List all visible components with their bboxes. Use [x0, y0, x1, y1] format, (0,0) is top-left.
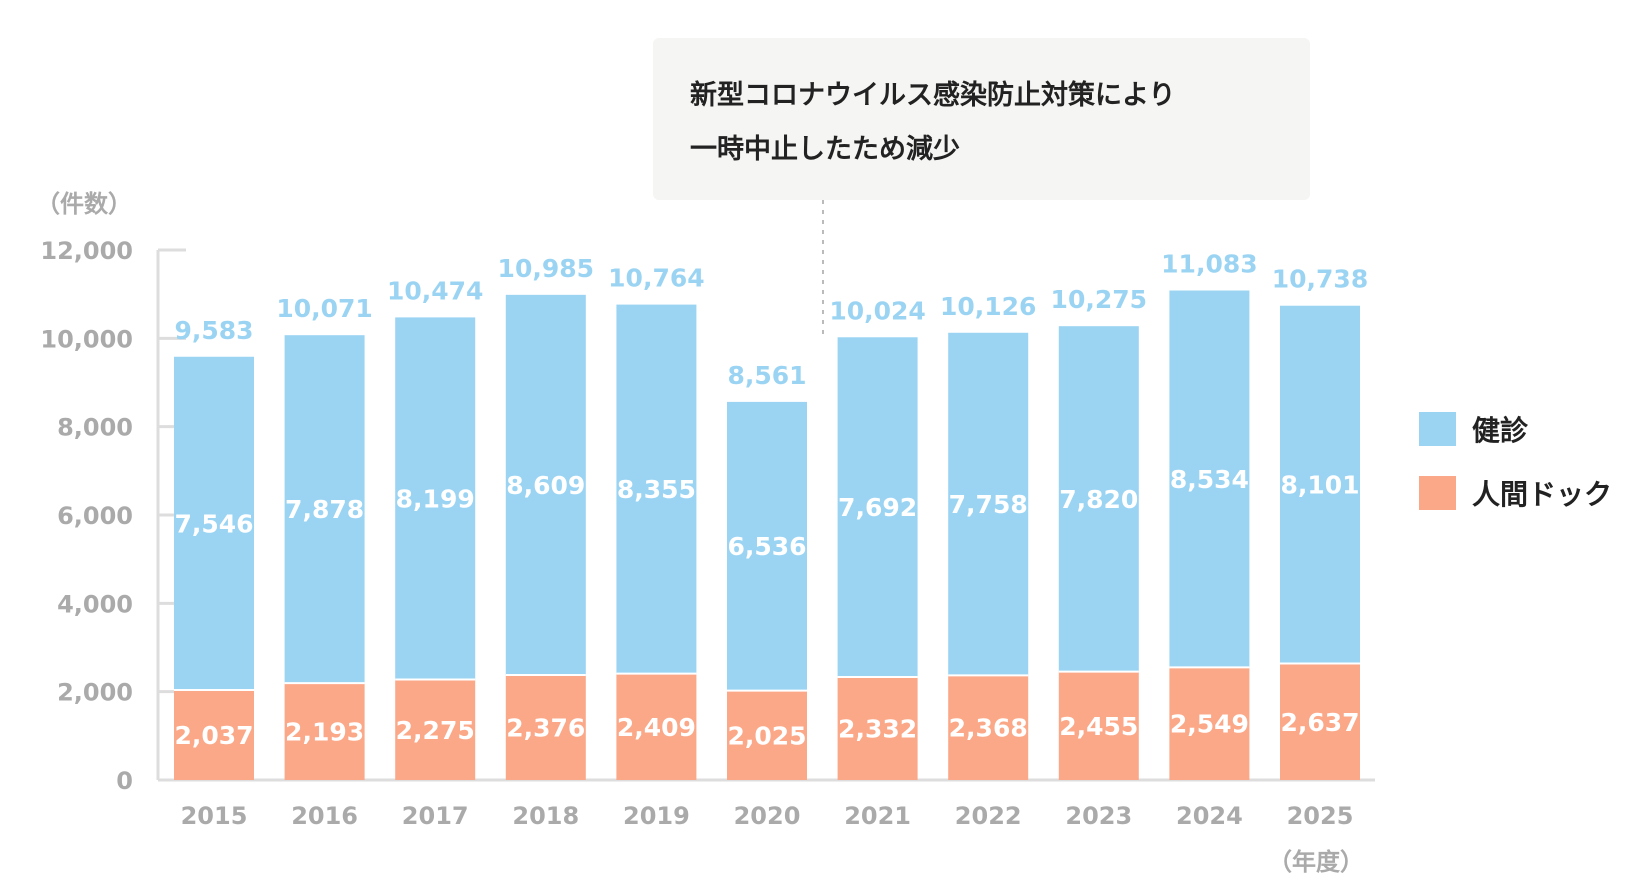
legend-label-kenshin: 健診: [1472, 414, 1529, 447]
bar-kenshin: [505, 294, 586, 676]
data-label-kenshin: 7,546: [174, 509, 253, 538]
data-label-ningen-dock: 2,275: [396, 716, 475, 745]
bar-ningen-dock: [395, 679, 476, 780]
data-label-total: 10,738: [1272, 265, 1368, 294]
legend-label-ningen-dock: 人間ドック: [1472, 478, 1612, 511]
data-label-kenshin: 8,534: [1170, 465, 1249, 494]
bar-ningen-dock: [837, 677, 918, 780]
bar-kenshin: [948, 332, 1029, 676]
data-label-kenshin: 8,199: [396, 484, 475, 513]
data-label-kenshin: 7,692: [838, 493, 917, 522]
legend-swatch-kenshin: [1419, 412, 1456, 446]
bar-ningen-dock: [616, 673, 697, 780]
annotation-line-1: 新型コロナウイルス感染防止対策により: [690, 79, 1175, 111]
x-tick-label: 2019: [623, 802, 690, 830]
y-tick-label: 2,000: [57, 679, 133, 707]
data-label-kenshin: 7,820: [1059, 485, 1138, 514]
x-tick-label: 2024: [1176, 802, 1243, 830]
bar-kenshin: [395, 317, 476, 680]
bar-kenshin: [174, 356, 254, 691]
bar-kenshin: [837, 337, 918, 678]
bar-kenshin: [727, 401, 807, 691]
data-label-ningen-dock: 2,549: [1170, 710, 1249, 739]
x-tick-label: 2015: [181, 802, 248, 830]
bar-kenshin: [616, 304, 697, 674]
bar-ningen-dock: [284, 683, 365, 780]
data-label-ningen-dock: 2,637: [1280, 708, 1359, 737]
y-axis-unit-label: （件数）: [36, 190, 132, 218]
x-tick-label: 2023: [1065, 802, 1132, 830]
data-label-total: 11,083: [1161, 250, 1257, 279]
annotation-box: [653, 38, 1310, 200]
data-label-total: 10,474: [387, 276, 483, 305]
data-label-total: 10,071: [276, 294, 372, 323]
annotation-callout: 新型コロナウイルス感染防止対策により 一時中止したため減少: [653, 38, 1310, 340]
x-tick-label: 2018: [512, 802, 579, 830]
x-tick-label: 2025: [1287, 802, 1354, 830]
x-axis-unit-label: （年度）: [1268, 848, 1364, 876]
data-label-kenshin: 7,878: [285, 495, 364, 524]
y-tick-label: 4,000: [57, 590, 133, 618]
x-tick-label: 2017: [402, 802, 469, 830]
annotation-line-2: 一時中止したため減少: [690, 134, 960, 165]
data-label-total: 10,764: [608, 264, 704, 293]
x-tick-label: 2021: [844, 802, 911, 830]
bar-labels: 2,037 7,546 9,583 2015 2,193 7,878 10,071 2016 2…: [174, 250, 1368, 830]
data-label-total: 10,275: [1051, 285, 1147, 314]
bar-ningen-dock: [1280, 663, 1360, 780]
data-label-kenshin: 6,536: [727, 532, 806, 561]
data-label-total: 9,583: [174, 316, 253, 345]
bar-kenshin: [284, 335, 365, 684]
data-label-ningen-dock: 2,193: [285, 718, 364, 747]
bar-ningen-dock: [174, 690, 254, 780]
y-tick-label: 6,000: [57, 502, 133, 530]
data-label-total: 10,126: [940, 292, 1036, 321]
y-tick-label: 0: [116, 767, 133, 795]
legend-swatch-ningen-dock: [1419, 476, 1456, 510]
bar-ningen-dock: [505, 675, 586, 780]
data-label-ningen-dock: 2,409: [617, 713, 696, 742]
y-tick-label: 12,000: [40, 237, 133, 265]
bar-kenshin: [1280, 305, 1360, 664]
legend: 健診 人間ドック: [1419, 412, 1612, 511]
data-label-total: 8,561: [727, 361, 806, 390]
data-label-ningen-dock: 2,368: [949, 714, 1028, 743]
bars: [174, 290, 1360, 780]
bar-ningen-dock: [727, 690, 807, 780]
y-tick-label: 8,000: [57, 414, 133, 442]
data-label-ningen-dock: 2,332: [838, 715, 917, 744]
bar-ningen-dock: [1058, 671, 1139, 780]
data-label-ningen-dock: 2,376: [506, 714, 585, 743]
data-label-kenshin: 7,758: [949, 490, 1028, 519]
x-tick-label: 2022: [955, 802, 1022, 830]
x-tick-label: 2016: [291, 802, 358, 830]
bar-kenshin: [1058, 326, 1139, 672]
bar-ningen-dock: [1169, 667, 1250, 780]
data-label-kenshin: 8,101: [1280, 471, 1359, 500]
bar-kenshin: [1169, 290, 1250, 668]
data-label-ningen-dock: 2,037: [174, 721, 253, 750]
data-label-kenshin: 8,609: [506, 471, 585, 500]
data-label-total: 10,024: [829, 296, 925, 325]
data-label-ningen-dock: 2,455: [1059, 712, 1138, 741]
x-tick-label: 2020: [734, 802, 801, 830]
data-label-kenshin: 8,355: [617, 475, 696, 504]
bar-ningen-dock: [948, 675, 1029, 780]
data-label-total: 10,985: [498, 254, 594, 283]
data-label-ningen-dock: 2,025: [727, 721, 806, 750]
y-tick-label: 10,000: [40, 325, 133, 353]
